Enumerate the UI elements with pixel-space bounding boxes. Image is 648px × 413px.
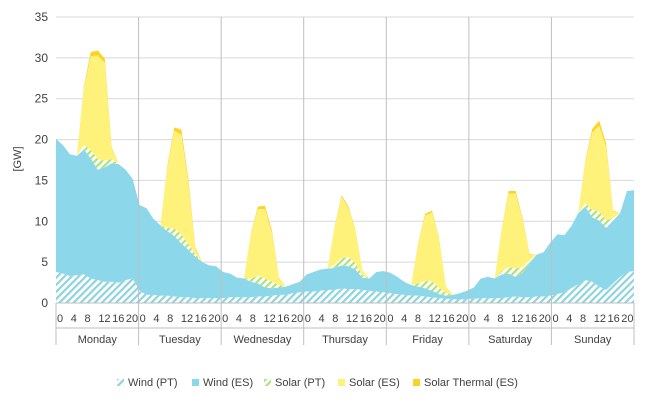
day-label: Thursday [322, 334, 368, 346]
legend-swatch [192, 379, 199, 386]
legend-swatch [413, 379, 420, 386]
day-label: Wednesday [233, 334, 291, 346]
legend-label: Solar (PT) [275, 377, 325, 389]
x-hour-label: 20 [374, 313, 386, 325]
x-hour-label: 12 [98, 313, 110, 325]
legend-swatch [338, 379, 345, 386]
x-hour-label: 12 [181, 313, 193, 325]
legend-label: Wind (ES) [203, 377, 253, 389]
x-hour-label: 12 [263, 313, 275, 325]
legend-label: Wind (PT) [128, 377, 178, 389]
x-hour-label: 8 [497, 313, 503, 325]
x-hour-label: 16 [360, 313, 372, 325]
day-label: Friday [412, 334, 443, 346]
day-label: Monday [78, 334, 118, 346]
x-hour-label: 0 [222, 313, 228, 325]
x-hour-label: 4 [71, 313, 77, 325]
stacked-areas [56, 50, 634, 303]
x-hour-label: 16 [442, 313, 454, 325]
x-hour-label: 12 [346, 313, 358, 325]
series-area-solar-pt [56, 138, 634, 296]
legend-swatch [117, 379, 124, 386]
y-tick-label: 25 [35, 92, 49, 106]
x-hour-label: 0 [140, 313, 146, 325]
y-tick-label: 30 [35, 51, 49, 65]
day-label: Sunday [574, 334, 612, 346]
y-axis-title: [GW] [12, 146, 24, 171]
series-area-wind-pt [56, 271, 634, 303]
x-hour-label: 0 [470, 313, 476, 325]
x-hour-label: 4 [153, 313, 159, 325]
legend: Wind (PT) Wind (ES) Solar (PT) Solar (ES) So… [117, 377, 518, 389]
y-tick-label: 20 [35, 133, 49, 147]
x-hour-label: 8 [167, 313, 173, 325]
x-hour-label: 16 [525, 313, 537, 325]
x-hour-label: 0 [57, 313, 63, 325]
x-hour-label: 4 [236, 313, 242, 325]
x-hour-label: 0 [305, 313, 311, 325]
x-hour-label: 20 [456, 313, 468, 325]
legend-label: Solar (ES) [349, 377, 400, 389]
legend-label: Solar Thermal (ES) [424, 377, 518, 389]
y-tick-label: 10 [35, 214, 49, 228]
x-hour-label: 4 [401, 313, 407, 325]
x-hour-label: 4 [319, 313, 325, 325]
x-hour-label: 20 [208, 313, 220, 325]
x-hour-label: 20 [291, 313, 303, 325]
y-tick-label: 5 [41, 255, 48, 269]
x-hour-label: 8 [250, 313, 256, 325]
series-area-solar-es [56, 55, 634, 295]
x-hour-label: 0 [552, 313, 558, 325]
x-hour-label: 12 [511, 313, 523, 325]
x-hour-label: 4 [566, 313, 572, 325]
day-label: Saturday [488, 334, 533, 346]
x-hour-label: 12 [429, 313, 441, 325]
x-hour-label: 8 [85, 313, 91, 325]
y-tick-label: 0 [41, 296, 48, 310]
day-label: Tuesday [159, 334, 201, 346]
x-hour-label: 16 [608, 313, 620, 325]
x-hour-label: 16 [277, 313, 289, 325]
x-hour-label: 8 [332, 313, 338, 325]
x-hour-label: 12 [594, 313, 606, 325]
x-hour-label: 16 [112, 313, 124, 325]
y-tick-label: 15 [35, 173, 49, 187]
x-hour-label: 20 [539, 313, 551, 325]
series-area-wind-es [56, 138, 634, 300]
x-hour-label: 8 [580, 313, 586, 325]
x-hour-label: 20 [621, 313, 633, 325]
legend-swatch [264, 379, 271, 386]
x-hour-label: 8 [415, 313, 421, 325]
y-tick-label: 35 [35, 10, 49, 24]
x-hour-label: 20 [126, 313, 138, 325]
x-hour-label: 0 [387, 313, 393, 325]
x-hour-label: 4 [484, 313, 490, 325]
x-hour-label: 16 [195, 313, 207, 325]
